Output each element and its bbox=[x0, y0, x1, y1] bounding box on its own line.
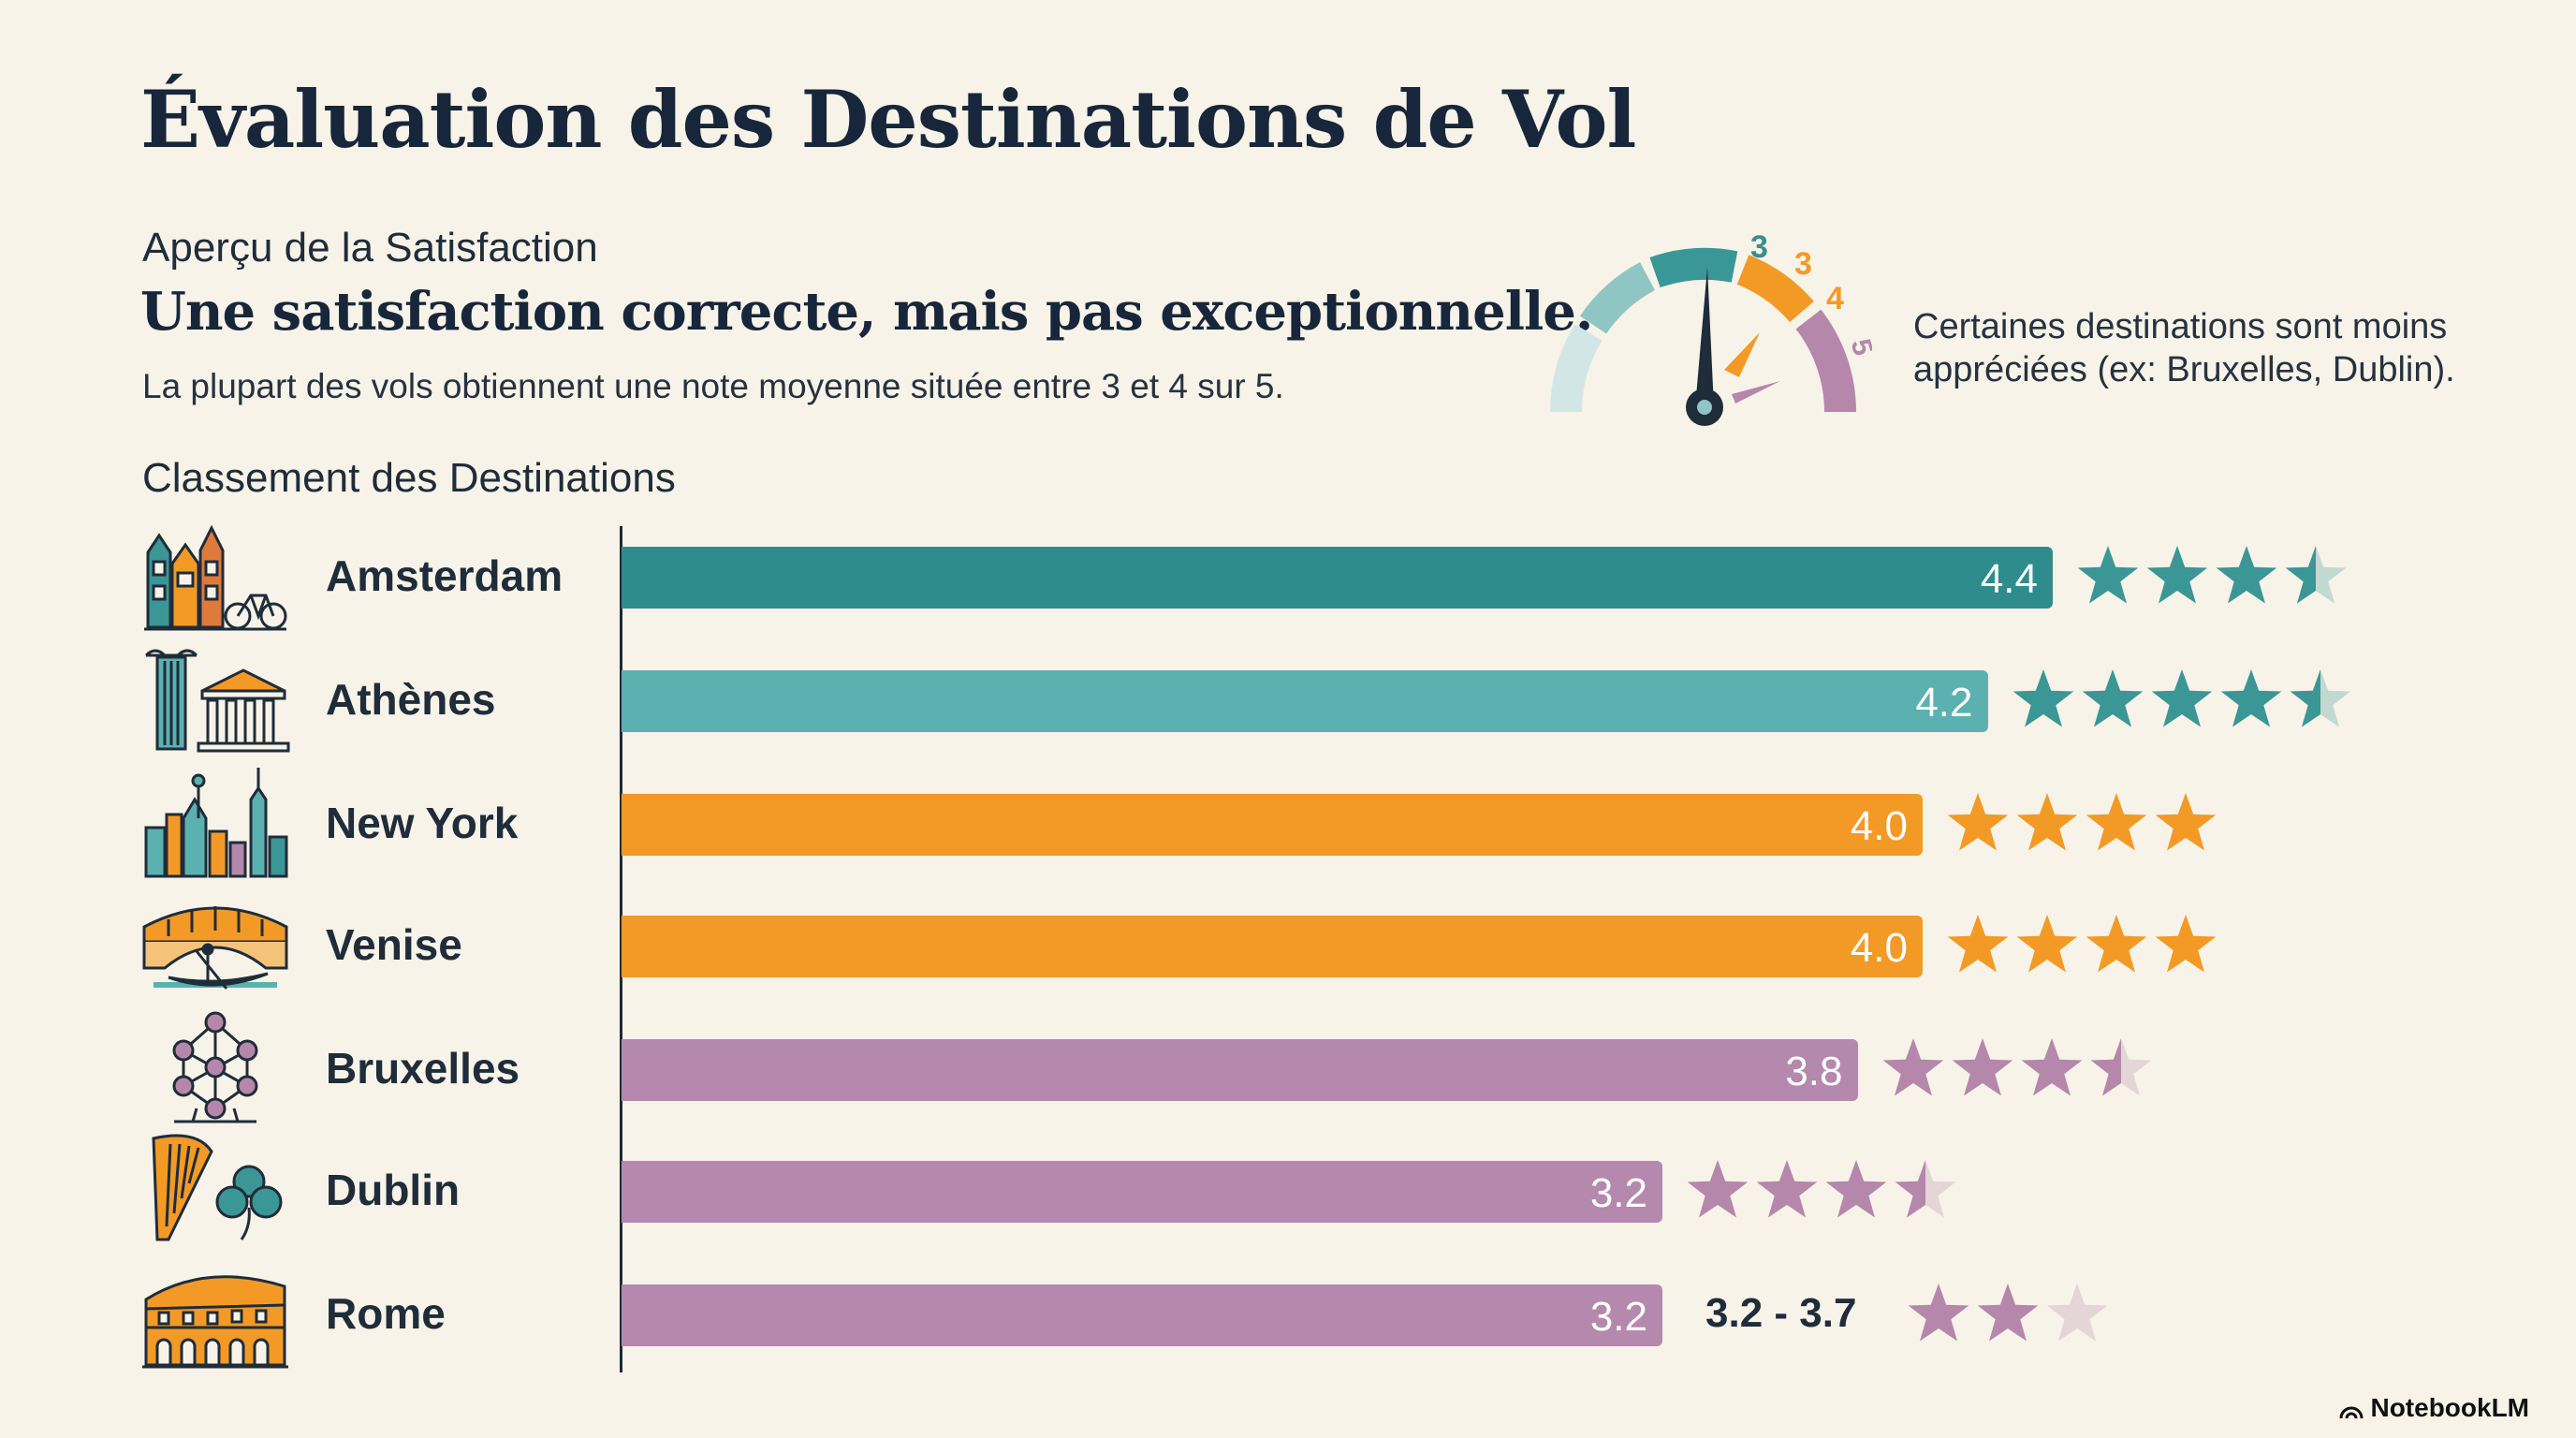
star bbox=[2151, 669, 2212, 727]
category-label: Venise bbox=[326, 920, 462, 969]
bar-value-label: 4.0 bbox=[1850, 803, 1908, 849]
satisfaction-gauge: 3 3 4 5 bbox=[1535, 211, 1879, 445]
gauge-label-4: 5 bbox=[1845, 336, 1872, 360]
star-rating bbox=[2012, 669, 2350, 727]
brand-label: NotebookLM bbox=[2370, 1393, 2529, 1422]
bar-value-label: 3.2 bbox=[1589, 1294, 1647, 1340]
star bbox=[2086, 793, 2147, 851]
gauge-segment-1 bbox=[1549, 324, 1603, 413]
star bbox=[2046, 1284, 2108, 1342]
star bbox=[2146, 546, 2208, 604]
overview-headline: Une satisfaction correcte, mais pas exce… bbox=[140, 281, 1593, 343]
category-label: Dublin bbox=[326, 1166, 461, 1214]
category-label: Rome bbox=[326, 1289, 446, 1338]
gauge-pointer-purple bbox=[1732, 381, 1780, 404]
star bbox=[2077, 546, 2139, 604]
star bbox=[1947, 915, 2009, 973]
dublin-harp-shamrock-icon bbox=[140, 1129, 290, 1247]
brand-logo: NotebookLM bbox=[2338, 1393, 2529, 1423]
gauge-needle bbox=[1695, 267, 1714, 407]
chart-row: Bruxelles 3.8 bbox=[0, 1007, 2576, 1129]
bar: 3.2 bbox=[622, 1284, 1662, 1346]
ranking-label: Classement des Destinations bbox=[142, 455, 676, 501]
star bbox=[1947, 793, 2009, 851]
category-label: New York bbox=[326, 799, 519, 847]
bar-value-label: 3.8 bbox=[1785, 1049, 1843, 1094]
star bbox=[2155, 915, 2217, 973]
star bbox=[2086, 915, 2147, 973]
bar-value-label: 4.0 bbox=[1850, 925, 1908, 971]
star bbox=[1977, 1284, 2039, 1342]
amsterdam-houses-icon bbox=[140, 515, 290, 633]
notebooklm-icon bbox=[2339, 1406, 2364, 1419]
range-annotation: 3.2 - 3.7 bbox=[1705, 1290, 1857, 1336]
new-york-skyline-icon bbox=[140, 762, 290, 880]
gauge-note: Certaines destinations sont moins appréc… bbox=[1913, 307, 2455, 389]
star bbox=[1687, 1160, 1749, 1218]
star bbox=[2220, 669, 2281, 727]
star bbox=[1908, 1284, 1969, 1342]
rome-colosseum-icon bbox=[140, 1253, 290, 1371]
overview-label: Aperçu de la Satisfaction bbox=[142, 225, 598, 271]
gauge-segment-2 bbox=[1579, 261, 1656, 334]
overview-subline: La plupart des vols obtiennent une note … bbox=[142, 367, 1284, 405]
bar: 4.2 bbox=[622, 670, 1988, 732]
star bbox=[2016, 915, 2078, 973]
gauge-label-2: 3 bbox=[1794, 246, 1812, 282]
chart-axis bbox=[620, 526, 622, 1372]
star-rating bbox=[2077, 546, 2347, 604]
star-rating bbox=[1908, 1284, 2108, 1342]
star-rating bbox=[1687, 1160, 1956, 1218]
bar-value-label: 4.2 bbox=[1915, 680, 1973, 726]
gauge-segment-3 bbox=[1649, 247, 1738, 288]
category-label: Athènes bbox=[326, 675, 496, 724]
chart-row: Athènes 4.2 bbox=[0, 638, 2576, 760]
gauge-pointer-orange bbox=[1724, 332, 1760, 377]
bar: 4.0 bbox=[622, 794, 1923, 856]
brussels-atomium-icon bbox=[140, 1007, 290, 1125]
star bbox=[1882, 1038, 1943, 1096]
gauge-label-3: 4 bbox=[1826, 281, 1844, 316]
chart-row: Amsterdam 4.4 bbox=[0, 515, 2576, 637]
star bbox=[2155, 793, 2217, 851]
chart-row: Venise 4.0 bbox=[0, 884, 2576, 1005]
bar-value-label: 4.4 bbox=[1980, 556, 2038, 602]
gauge-segment-5 bbox=[1795, 309, 1856, 413]
star bbox=[1756, 1160, 1818, 1218]
star-rating bbox=[1947, 915, 2217, 973]
chart-row: Rome 3.2 3.2 - 3.7 bbox=[0, 1253, 2576, 1374]
bar: 3.8 bbox=[622, 1039, 1858, 1101]
gauge-segment-4 bbox=[1736, 255, 1814, 323]
chart-row: Dublin 3.2 bbox=[0, 1129, 2576, 1251]
gauge-label-1: 3 bbox=[1750, 229, 1768, 265]
star-rating bbox=[1947, 793, 2217, 851]
star bbox=[2216, 546, 2277, 604]
star-partial bbox=[1895, 1160, 1925, 1218]
star-partial bbox=[2290, 669, 2320, 727]
venice-bridge-icon bbox=[140, 884, 290, 1002]
category-label: Bruxelles bbox=[326, 1044, 520, 1093]
star bbox=[2012, 669, 2073, 727]
star bbox=[1952, 1038, 2012, 1096]
star bbox=[1825, 1160, 1887, 1218]
star bbox=[2016, 793, 2078, 851]
star-rating bbox=[1882, 1038, 2151, 1096]
star bbox=[2021, 1038, 2082, 1096]
bar: 4.4 bbox=[622, 547, 2053, 609]
chart-row: New York 4.0 bbox=[0, 762, 2576, 884]
bar: 4.0 bbox=[622, 916, 1923, 977]
athens-temple-icon bbox=[140, 638, 290, 756]
category-label: Amsterdam bbox=[326, 551, 564, 600]
page-title: Évaluation des Destinations de Vol bbox=[140, 73, 1636, 166]
star bbox=[2082, 669, 2143, 727]
bar-value-label: 3.2 bbox=[1589, 1170, 1647, 1216]
bar: 3.2 bbox=[622, 1161, 1662, 1223]
star-partial bbox=[2090, 1038, 2121, 1096]
star-partial bbox=[2285, 546, 2316, 604]
